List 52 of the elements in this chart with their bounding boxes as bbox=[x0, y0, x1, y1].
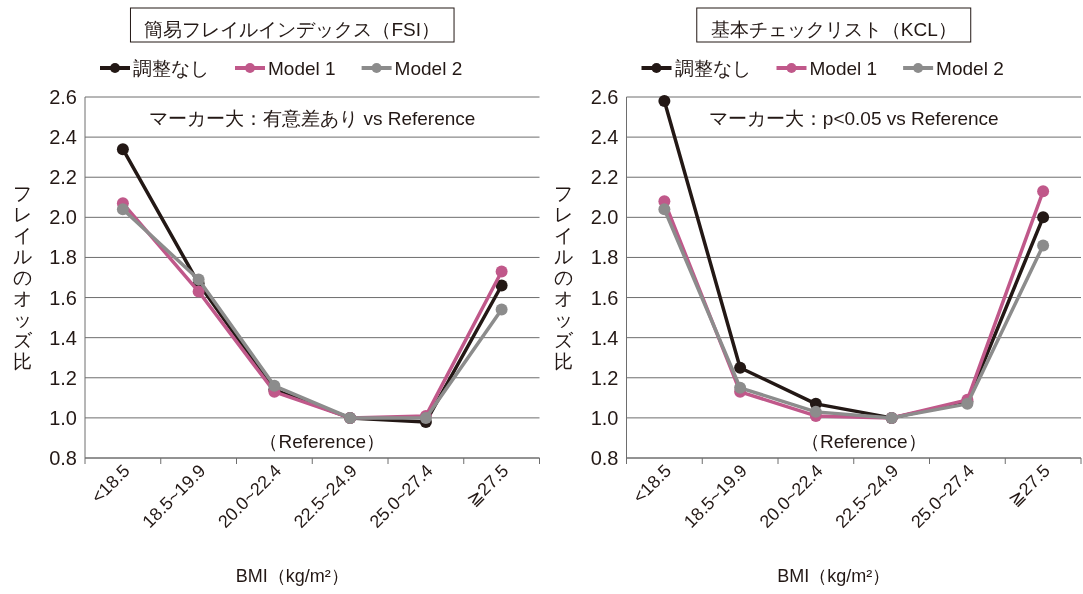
y-tick-label: 2.4 bbox=[590, 126, 619, 149]
point bbox=[116, 143, 129, 156]
y-tick-label: 1.6 bbox=[590, 286, 619, 309]
y-tick-label: 1.0 bbox=[49, 406, 77, 429]
legend-label: Model 1 bbox=[809, 58, 878, 79]
point bbox=[809, 405, 822, 418]
point bbox=[734, 381, 747, 394]
y-tick-label: 1.6 bbox=[49, 286, 77, 309]
point bbox=[1037, 211, 1050, 224]
chart-title: 基本チェックリスト（KCL） bbox=[710, 19, 957, 40]
point bbox=[192, 273, 205, 286]
legend-label: Model 2 bbox=[936, 58, 1004, 79]
point bbox=[734, 361, 747, 374]
legend-label: Model 1 bbox=[268, 58, 336, 79]
point bbox=[495, 303, 508, 316]
point bbox=[495, 279, 508, 292]
chart-title: 簡易フレイルインデックス（FSI） bbox=[144, 19, 441, 40]
legend-label: 調整なし bbox=[674, 58, 751, 79]
point bbox=[1037, 185, 1050, 198]
legend-label: Model 2 bbox=[394, 58, 463, 79]
y-tick-label: 1.8 bbox=[590, 246, 619, 269]
annotation: （Reference） bbox=[800, 431, 927, 452]
y-tick-label: 2.0 bbox=[590, 206, 619, 229]
y-tick-label: 1.2 bbox=[49, 366, 77, 389]
y-tick-label: 1.8 bbox=[49, 246, 77, 269]
y-tick-label: 2.6 bbox=[590, 86, 619, 108]
y-tick-label: 1.2 bbox=[590, 366, 619, 389]
y-tick-label: 2.4 bbox=[49, 126, 77, 149]
point bbox=[116, 203, 129, 216]
y-tick-label: 0.8 bbox=[590, 447, 619, 469]
x-axis-title: BMI（kg/m²） bbox=[777, 566, 891, 586]
y-tick-label: 1.0 bbox=[590, 406, 619, 429]
legend-label: 調整なし bbox=[133, 58, 209, 79]
annotation: マーカー大：p<0.05 vs Reference bbox=[708, 108, 999, 129]
point bbox=[658, 203, 671, 216]
y-tick-label: 0.8 bbox=[49, 447, 77, 469]
y-tick-label: 2.6 bbox=[49, 86, 77, 108]
y-tick-label: 2.0 bbox=[49, 206, 77, 229]
annotation: マーカー大：有意差あり vs Reference bbox=[149, 108, 476, 129]
y-tick-label: 2.2 bbox=[49, 166, 77, 189]
y-tick-label: 2.2 bbox=[590, 166, 619, 189]
y-tick-label: 1.4 bbox=[590, 326, 619, 349]
text: フレイルのオッズ比 bbox=[12, 183, 32, 372]
point bbox=[658, 95, 671, 108]
x-axis-title: BMI（kg/m²） bbox=[235, 566, 349, 586]
point bbox=[1037, 239, 1050, 252]
y-tick-label: 1.4 bbox=[49, 326, 77, 349]
point bbox=[268, 379, 281, 392]
point bbox=[192, 285, 205, 298]
text: フレイルのオッズ比 bbox=[554, 183, 573, 372]
annotation: （Reference） bbox=[259, 431, 386, 452]
point bbox=[495, 265, 508, 278]
